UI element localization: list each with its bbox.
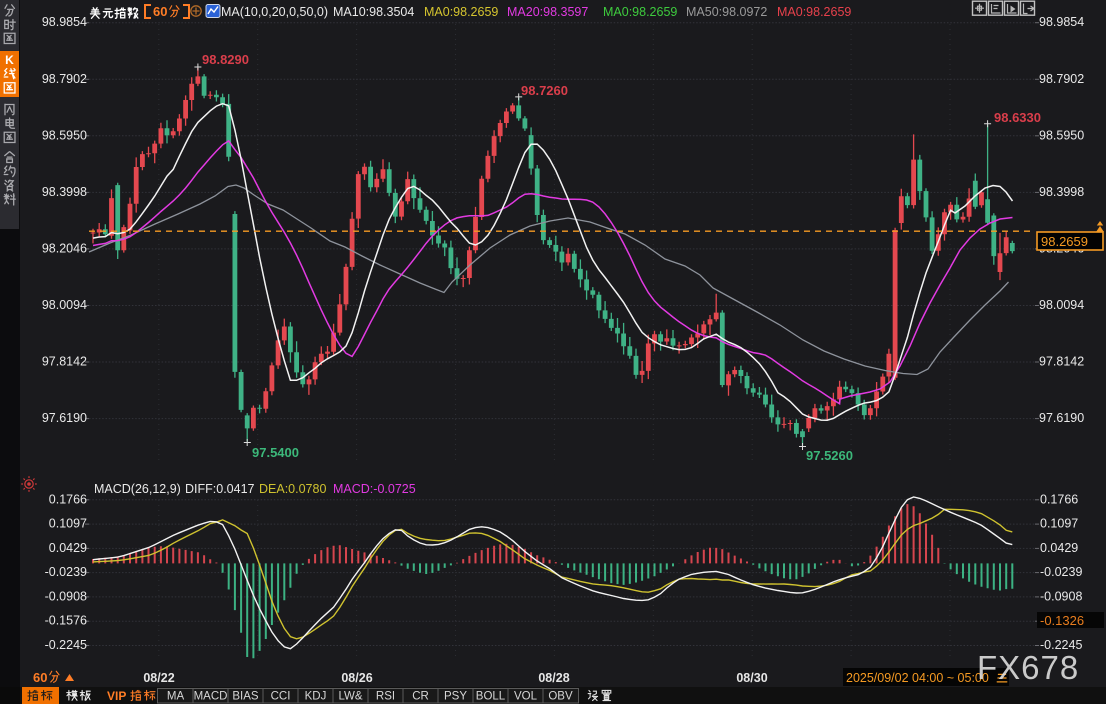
svg-text:DEA:0.0780: DEA:0.0780 bbox=[259, 482, 326, 496]
svg-text:LW&: LW& bbox=[338, 691, 362, 703]
svg-text:97.5260: 97.5260 bbox=[806, 448, 853, 463]
svg-text:08/22: 08/22 bbox=[143, 671, 174, 685]
svg-text:VOL: VOL bbox=[514, 691, 538, 703]
svg-text:CCI: CCI bbox=[271, 691, 291, 703]
svg-text:97.6190: 97.6190 bbox=[1039, 411, 1084, 425]
svg-text:K: K bbox=[5, 53, 14, 67]
svg-text:60: 60 bbox=[33, 670, 47, 685]
svg-text:-0.0908: -0.0908 bbox=[45, 589, 87, 603]
svg-text:VIP: VIP bbox=[107, 689, 126, 703]
svg-text:98.2046: 98.2046 bbox=[42, 241, 87, 255]
svg-text:98.2659: 98.2659 bbox=[1041, 234, 1088, 249]
svg-text:MACD: MACD bbox=[194, 691, 228, 703]
svg-text:MA: MA bbox=[167, 691, 185, 703]
svg-text:RSI: RSI bbox=[376, 691, 395, 703]
svg-text:0.1766: 0.1766 bbox=[49, 492, 87, 506]
svg-text:KDJ: KDJ bbox=[305, 691, 327, 703]
svg-text:OBV: OBV bbox=[548, 691, 573, 703]
svg-text:98.9854: 98.9854 bbox=[42, 15, 87, 29]
svg-text:98.3998: 98.3998 bbox=[42, 185, 87, 199]
svg-text:MA(10,0,20,0,50,0): MA(10,0,20,0,50,0) bbox=[221, 5, 328, 19]
svg-text:-0.1576: -0.1576 bbox=[45, 614, 87, 628]
svg-text:98.3998: 98.3998 bbox=[1039, 185, 1084, 199]
svg-text:MACD:-0.0725: MACD:-0.0725 bbox=[333, 482, 416, 496]
svg-text:98.7902: 98.7902 bbox=[1039, 72, 1084, 86]
svg-text:98.8290: 98.8290 bbox=[202, 52, 249, 67]
svg-text:-0.0908: -0.0908 bbox=[1040, 589, 1082, 603]
svg-text:2025/09/02 04:00 ~ 05:00: 2025/09/02 04:00 ~ 05:00 bbox=[846, 671, 989, 685]
svg-text:97.8142: 97.8142 bbox=[1039, 355, 1084, 369]
svg-text:0.1097: 0.1097 bbox=[49, 517, 87, 531]
svg-text:08/28: 08/28 bbox=[538, 671, 569, 685]
svg-text:MA10:98.3504: MA10:98.3504 bbox=[333, 5, 414, 19]
svg-text:-0.0239: -0.0239 bbox=[1040, 565, 1082, 579]
svg-text:98.5950: 98.5950 bbox=[42, 128, 87, 142]
svg-text:DIFF:0.0417: DIFF:0.0417 bbox=[185, 482, 255, 496]
svg-text:FX678: FX678 bbox=[977, 649, 1079, 686]
svg-text:98.0094: 98.0094 bbox=[42, 298, 87, 312]
svg-text:0.1097: 0.1097 bbox=[1040, 517, 1078, 531]
svg-text:-0.2245: -0.2245 bbox=[45, 638, 87, 652]
svg-text:0.1766: 0.1766 bbox=[1040, 492, 1078, 506]
svg-text:CR: CR bbox=[412, 691, 429, 703]
svg-text:MA0:98.2659: MA0:98.2659 bbox=[424, 5, 498, 19]
svg-text:MA0:98.2659: MA0:98.2659 bbox=[603, 5, 677, 19]
svg-text:-0.1326: -0.1326 bbox=[1040, 613, 1084, 628]
svg-text:BIAS: BIAS bbox=[232, 691, 259, 703]
svg-text:60: 60 bbox=[153, 4, 167, 19]
svg-text:0.0429: 0.0429 bbox=[1040, 541, 1078, 555]
svg-text:MACD(26,12,9): MACD(26,12,9) bbox=[94, 482, 181, 496]
svg-text:97.6190: 97.6190 bbox=[42, 411, 87, 425]
svg-text:BOLL: BOLL bbox=[476, 691, 506, 703]
svg-text:98.7902: 98.7902 bbox=[42, 72, 87, 86]
svg-text:0.0429: 0.0429 bbox=[49, 541, 87, 555]
svg-text:08/26: 08/26 bbox=[341, 671, 372, 685]
svg-text:-0.0239: -0.0239 bbox=[45, 565, 87, 579]
svg-text:MA0:98.2659: MA0:98.2659 bbox=[777, 5, 851, 19]
svg-text:-0.2245: -0.2245 bbox=[1040, 638, 1082, 652]
svg-text:98.6330: 98.6330 bbox=[994, 110, 1041, 125]
svg-text:98.7260: 98.7260 bbox=[521, 83, 568, 98]
svg-text:MA20:98.3597: MA20:98.3597 bbox=[507, 5, 588, 19]
svg-text:98.5950: 98.5950 bbox=[1039, 128, 1084, 142]
svg-text:PSY: PSY bbox=[444, 691, 467, 703]
svg-text:98.9854: 98.9854 bbox=[1039, 15, 1084, 29]
svg-text:98.0094: 98.0094 bbox=[1039, 298, 1084, 312]
svg-text:97.8142: 97.8142 bbox=[42, 355, 87, 369]
svg-text:MA50:98.0972: MA50:98.0972 bbox=[686, 5, 767, 19]
svg-text:08/30: 08/30 bbox=[736, 671, 767, 685]
svg-text:97.5400: 97.5400 bbox=[252, 445, 299, 460]
